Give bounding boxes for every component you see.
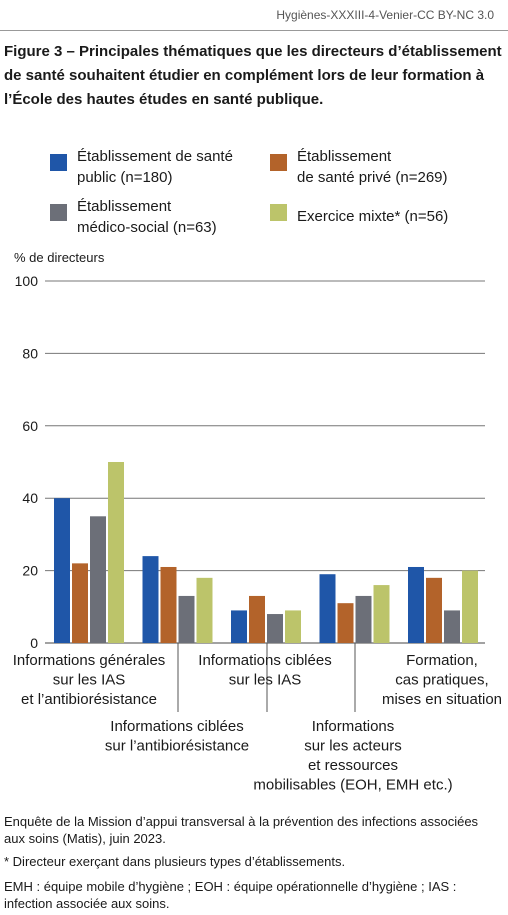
bar-mixte-4 bbox=[373, 585, 390, 643]
bar-mixte-1 bbox=[108, 462, 124, 643]
bar-prive-5 bbox=[426, 577, 442, 643]
figure-title: Figure 3 – Principales thématiques que l… bbox=[4, 43, 502, 108]
legend-swatch-mixte bbox=[270, 204, 287, 221]
bar-medico-2 bbox=[178, 595, 195, 643]
bar-mixte-3 bbox=[285, 610, 301, 643]
category-label-5-line-3: mises en situation bbox=[382, 691, 502, 708]
y-tick-label-60: 60 bbox=[22, 418, 38, 434]
bar-public-4 bbox=[319, 574, 336, 643]
category-label-4-line-3: et ressources bbox=[308, 757, 398, 774]
category-label-5-line-2: cas pratiques, bbox=[395, 672, 488, 689]
legend-label-public: Établissement de santé public (n=180) bbox=[77, 148, 233, 186]
bar-public-3 bbox=[231, 610, 247, 643]
bar-public-1 bbox=[54, 498, 70, 643]
bar-public-5 bbox=[408, 566, 424, 643]
legend-label-mixte: Exercice mixte* (n=56) bbox=[297, 208, 449, 225]
category-label-4-line-2: sur les acteurs bbox=[304, 738, 402, 755]
category-label-3-line-1: Informations ciblées bbox=[198, 652, 331, 669]
category-label-3-line-2: sur les IAS bbox=[229, 672, 302, 689]
bar-prive-4 bbox=[337, 603, 354, 643]
y-tick-label-0: 0 bbox=[30, 635, 38, 651]
category-label-1-line-2: sur les IAS bbox=[53, 672, 126, 689]
bar-medico-1 bbox=[90, 516, 106, 643]
legend-item-medico: Établissement médico-social (n=63) bbox=[50, 196, 217, 238]
bar-public-2 bbox=[142, 556, 159, 643]
legend-label-prive: Établissement de santé privé (n=269) bbox=[297, 148, 448, 186]
category-label-4-line-4: mobilisables (EOH, EMH etc.) bbox=[253, 777, 452, 794]
category-label-4-line-1: Informations bbox=[312, 718, 395, 735]
bar-mixte-2 bbox=[196, 577, 213, 643]
category-label-2-line-1: Informations ciblées bbox=[110, 718, 243, 735]
y-axis-label: % de directeurs bbox=[14, 250, 105, 265]
legend-item-public: Établissement de santé public (n=180) bbox=[50, 146, 233, 188]
category-label-5-line-1: Formation, bbox=[406, 652, 478, 669]
footnote-asterisk: * Directeur exerçant dans plusieurs type… bbox=[4, 854, 346, 869]
bar-prive-3 bbox=[249, 595, 265, 643]
bar-medico-3 bbox=[267, 614, 283, 643]
legend-swatch-public bbox=[50, 154, 67, 171]
footnote-source: Enquête de la Mission d’appui transversa… bbox=[4, 814, 479, 846]
legend-item-mixte: Exercice mixte* (n=56) bbox=[270, 196, 448, 227]
source-line: Hygiènes-XXXIII-4-Venier-CC BY-NC 3.0 bbox=[276, 8, 494, 22]
bar-prive-1 bbox=[72, 563, 88, 643]
category-label-1-line-3: et l’antibiorésistance bbox=[21, 691, 157, 708]
legend-item-prive: Établissement de santé privé (n=269) bbox=[270, 146, 448, 188]
y-tick-label-100: 100 bbox=[15, 273, 39, 289]
y-tick-label-40: 40 bbox=[22, 490, 38, 506]
legend-swatch-prive bbox=[270, 154, 287, 171]
legend-label-medico: Établissement médico-social (n=63) bbox=[77, 198, 217, 236]
category-label-1-line-1: Informations générales bbox=[13, 652, 166, 669]
bar-medico-4 bbox=[355, 595, 372, 643]
bar-prive-2 bbox=[160, 566, 177, 643]
y-tick-label-80: 80 bbox=[22, 345, 38, 361]
bar-medico-5 bbox=[444, 610, 460, 643]
header-divider bbox=[0, 30, 508, 31]
legend-swatch-medico bbox=[50, 204, 67, 221]
y-tick-label-20: 20 bbox=[22, 563, 38, 579]
footnote-abbreviations: EMH : équipe mobile d’hygiène ; EOH : éq… bbox=[4, 879, 457, 911]
category-label-2-line-2: sur l’antibiorésistance bbox=[105, 738, 249, 755]
bar-mixte-5 bbox=[462, 570, 478, 643]
